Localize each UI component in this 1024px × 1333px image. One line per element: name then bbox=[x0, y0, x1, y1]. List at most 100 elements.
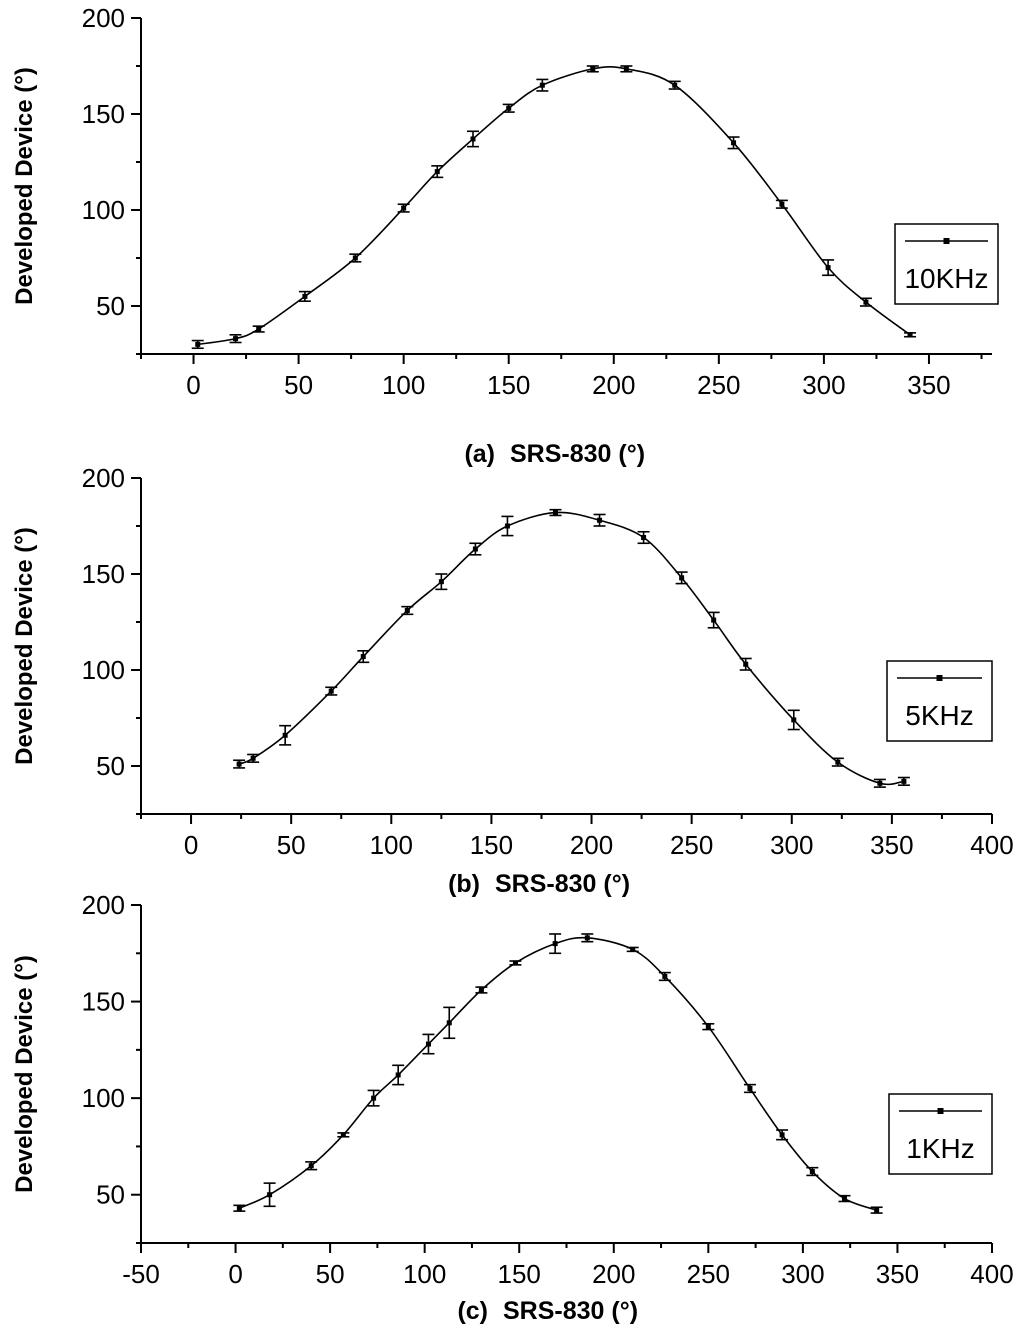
x-tick-label: 300 bbox=[781, 1259, 824, 1289]
x-tick-label: 100 bbox=[382, 370, 425, 400]
chart-panel-c: 50 100 150 200 -50 0 50 100 150 200 250 300 350 400 De… bbox=[11, 890, 1014, 1325]
legend-label: 1KHz bbox=[906, 1133, 974, 1164]
data-point bbox=[877, 780, 883, 786]
chart-panel-b: 50 100 150 200 0 50 100 150 200 250 300 350 400 Devel… bbox=[11, 463, 1014, 898]
data-point bbox=[504, 523, 510, 529]
x-axis-label: SRS-830 (°) bbox=[503, 1297, 638, 1325]
y-tick-label: 100 bbox=[82, 1083, 125, 1113]
panel-label: (a) bbox=[464, 440, 495, 468]
data-point bbox=[705, 1024, 711, 1030]
x-tick-label: 200 bbox=[592, 1259, 635, 1289]
data-point bbox=[340, 1132, 346, 1138]
data-point bbox=[302, 293, 308, 299]
x-tick-label: 250 bbox=[670, 830, 713, 860]
x-axis-label: SRS-830 (°) bbox=[510, 440, 645, 468]
x-tick-label: 100 bbox=[403, 1259, 446, 1289]
data-point bbox=[352, 255, 358, 261]
data-point bbox=[791, 717, 797, 723]
x-tick-label: 200 bbox=[592, 370, 635, 400]
y-tick-label: 50 bbox=[96, 751, 125, 781]
data-point bbox=[552, 510, 558, 516]
data-point bbox=[470, 136, 476, 142]
data-point bbox=[630, 946, 636, 952]
data-point bbox=[590, 66, 596, 72]
data-point bbox=[809, 1169, 815, 1175]
y-tick-label: 200 bbox=[82, 3, 125, 33]
data-point bbox=[539, 82, 545, 88]
x-tick-label: 150 bbox=[498, 1259, 541, 1289]
x-axis-label: SRS-830 (°) bbox=[495, 870, 630, 898]
data-point bbox=[863, 299, 869, 305]
data-point bbox=[425, 1041, 431, 1047]
legend-box bbox=[888, 1093, 993, 1175]
data-point bbox=[907, 332, 913, 338]
data-point bbox=[478, 987, 484, 993]
x-tick-label: -50 bbox=[122, 1259, 160, 1289]
legend-box bbox=[894, 223, 999, 305]
data-point bbox=[743, 661, 749, 667]
y-axis-label: Developed Device (°) bbox=[11, 527, 38, 765]
data-point bbox=[825, 265, 831, 271]
data-point bbox=[597, 517, 603, 523]
data-point bbox=[371, 1095, 377, 1101]
legend: 1KHz bbox=[888, 1093, 993, 1175]
data-point bbox=[472, 546, 478, 552]
data-point bbox=[512, 960, 518, 966]
data-point bbox=[250, 755, 256, 761]
legend: 10KHz bbox=[894, 223, 999, 305]
x-tick-label: 50 bbox=[316, 1259, 345, 1289]
y-tick-label: 150 bbox=[82, 99, 125, 129]
x-tick-label: 400 bbox=[970, 1259, 1013, 1289]
data-point bbox=[308, 1163, 314, 1169]
data-point bbox=[195, 341, 201, 347]
panel-label: (c) bbox=[457, 1297, 488, 1325]
x-tick-label: 50 bbox=[284, 370, 313, 400]
legend-marker bbox=[936, 675, 943, 681]
y-tick-label: 50 bbox=[96, 291, 125, 321]
data-point bbox=[641, 535, 647, 541]
chart-panel-a: 50 100 150 200 0 50 100 150 200 250 300 350 Develope… bbox=[11, 3, 999, 468]
legend-box bbox=[886, 660, 993, 742]
data-point bbox=[434, 169, 440, 175]
x-tick-label: 300 bbox=[802, 370, 845, 400]
x-tick-label: 250 bbox=[697, 370, 740, 400]
y-axis-label: Developed Device (°) bbox=[11, 67, 38, 305]
legend: 5KHz bbox=[886, 660, 993, 742]
data-point bbox=[901, 778, 907, 784]
data-point bbox=[256, 326, 262, 332]
data-point bbox=[328, 688, 334, 694]
y-tick-label: 200 bbox=[82, 463, 125, 493]
data-point bbox=[282, 732, 288, 738]
x-tick-label: 150 bbox=[487, 370, 530, 400]
x-tick-label: 0 bbox=[184, 830, 198, 860]
data-point bbox=[584, 935, 590, 941]
x-tick-label: 250 bbox=[687, 1259, 730, 1289]
data-point bbox=[438, 579, 444, 585]
data-point bbox=[672, 82, 678, 88]
data-point bbox=[552, 941, 558, 947]
data-point bbox=[267, 1192, 273, 1198]
data-point bbox=[679, 575, 685, 581]
x-tick-label: 0 bbox=[228, 1259, 242, 1289]
x-tick-label: 200 bbox=[570, 830, 613, 860]
data-point bbox=[779, 1132, 785, 1138]
data-point bbox=[731, 140, 737, 146]
y-tick-label: 150 bbox=[82, 559, 125, 589]
data-point bbox=[233, 336, 239, 342]
data-point bbox=[360, 654, 366, 660]
data-point bbox=[662, 973, 668, 979]
x-tick-label: 100 bbox=[370, 830, 413, 860]
x-tick-label: 0 bbox=[186, 370, 200, 400]
y-tick-label: 50 bbox=[96, 1180, 125, 1210]
legend-label: 10KHz bbox=[904, 263, 988, 294]
x-tick-label: 300 bbox=[770, 830, 813, 860]
legend-label: 5KHz bbox=[905, 700, 973, 731]
y-tick-label: 100 bbox=[82, 195, 125, 225]
data-point bbox=[623, 66, 629, 72]
data-point bbox=[395, 1072, 401, 1078]
data-point bbox=[874, 1207, 880, 1213]
y-axis-label: Developed Device (°) bbox=[11, 955, 38, 1193]
x-tick-label: 50 bbox=[277, 830, 306, 860]
data-point bbox=[236, 1205, 242, 1211]
